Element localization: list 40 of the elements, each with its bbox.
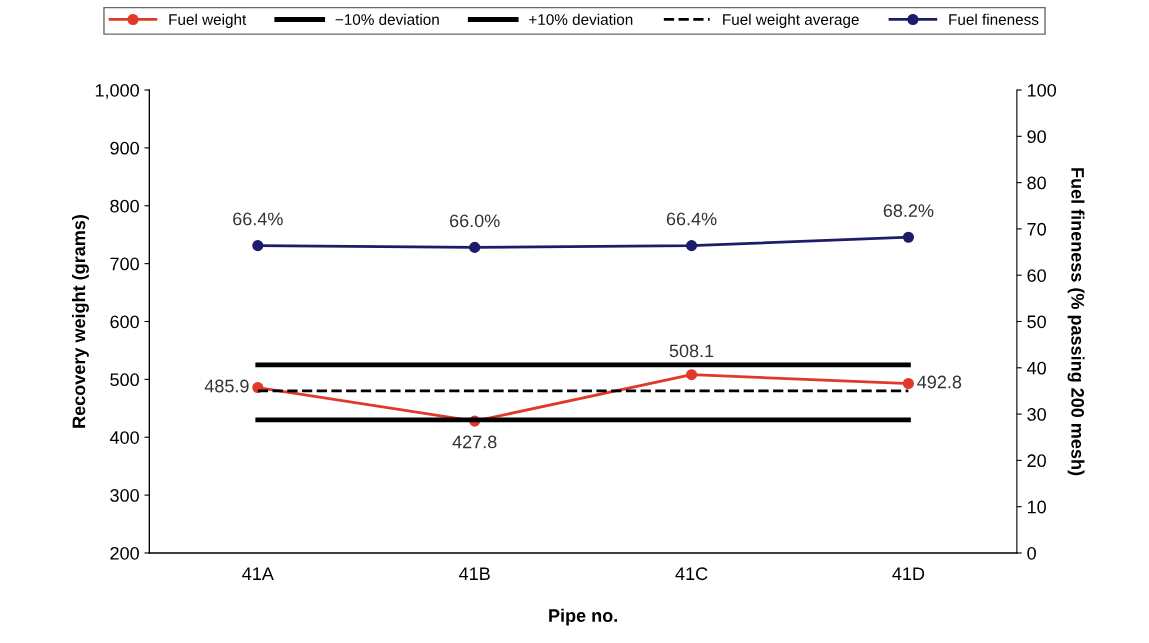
y-tick-label: 1,000 <box>95 83 139 99</box>
data-label: 66.0% <box>450 214 500 228</box>
x-tick-label: 41B <box>459 567 490 580</box>
y2-tick-label: 30 <box>1027 408 1046 421</box>
x-axis-title: Pipe no. <box>549 608 617 626</box>
y2-tick-label: 70 <box>1027 222 1046 236</box>
y2-tick-label: 90 <box>1027 130 1046 144</box>
legend-label: Fuel fineness <box>949 13 1039 25</box>
x-tick-label: 41C <box>675 567 708 581</box>
data-label: 508.1 <box>669 344 714 358</box>
y-tick-label: 800 <box>110 199 139 213</box>
data-label: 485.9 <box>204 379 249 393</box>
legend-label: Fuel weight <box>169 13 247 28</box>
y2-tick-label: 100 <box>1027 83 1057 97</box>
y2-tick-label: 20 <box>1027 454 1046 468</box>
data-label: 66.4% <box>233 212 283 226</box>
y2-tick-label: 80 <box>1027 176 1046 190</box>
y-tick-label: 500 <box>110 373 139 387</box>
data-label: 66.4% <box>666 212 717 226</box>
y2-tick-label: 40 <box>1027 361 1046 375</box>
y-tick-label: 300 <box>110 489 139 502</box>
data-label: 427.8 <box>452 435 497 449</box>
data-label: 492.8 <box>917 375 962 389</box>
y-axis-title: Recovery weight (grams) <box>72 215 89 428</box>
data-label: 68.2% <box>883 204 934 218</box>
legend-label: Fuel weight average <box>723 13 859 28</box>
y-tick-label: 400 <box>109 431 139 444</box>
y-tick-label: 600 <box>110 315 139 329</box>
x-tick-label: 41A <box>242 567 274 580</box>
y-tick-label: 900 <box>110 141 139 155</box>
y2-tick-label: 60 <box>1027 269 1046 282</box>
y2-tick-label: 10 <box>1027 500 1046 514</box>
y2-tick-label: 50 <box>1027 315 1046 329</box>
y2-tick-label: 0 <box>1027 546 1036 560</box>
y-tick-label: 200 <box>110 546 139 560</box>
legend-label: −10% deviation <box>335 13 439 25</box>
y2-axis-title: Fuel fineness (% passing 200 mesh) <box>1067 168 1085 476</box>
x-tick-label: 41D <box>892 567 925 580</box>
legend-label: +10% deviation <box>529 13 633 25</box>
y-tick-label: 700 <box>110 257 139 271</box>
